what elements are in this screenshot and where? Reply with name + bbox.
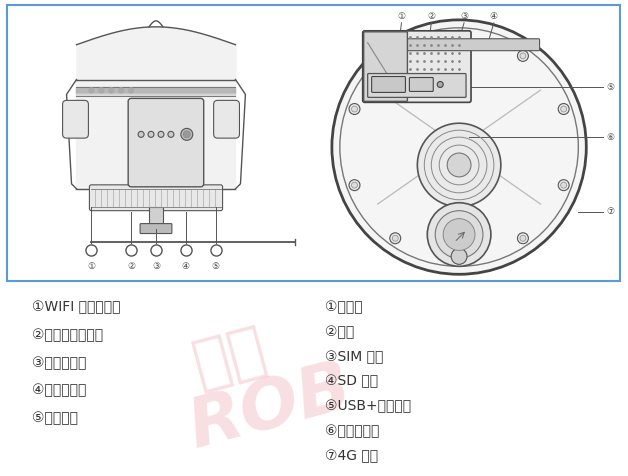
Circle shape (99, 88, 104, 93)
Text: ⑥: ⑥ (606, 133, 614, 142)
Text: ⑤: ⑤ (212, 262, 220, 271)
Circle shape (119, 88, 124, 93)
Circle shape (437, 81, 443, 88)
Circle shape (148, 131, 154, 138)
FancyBboxPatch shape (63, 100, 89, 138)
Text: ①WIFI 连接指示灯: ①WIFI 连接指示灯 (32, 300, 121, 314)
Text: ②定位状态指示灯: ②定位状态指示灯 (32, 328, 103, 342)
Text: ⑥系统复位孔: ⑥系统复位孔 (325, 424, 379, 438)
Circle shape (456, 256, 462, 261)
Circle shape (558, 104, 569, 114)
Text: ①防水帽: ①防水帽 (325, 300, 362, 314)
Text: ⑤电源开关: ⑤电源开关 (32, 411, 78, 426)
Text: ③: ③ (152, 262, 160, 271)
FancyBboxPatch shape (214, 100, 239, 138)
FancyBboxPatch shape (128, 99, 203, 187)
Circle shape (349, 104, 360, 114)
Circle shape (109, 88, 114, 93)
Circle shape (332, 20, 587, 274)
FancyBboxPatch shape (364, 32, 408, 101)
Text: ⑤: ⑤ (606, 83, 614, 92)
Bar (149, 207, 163, 225)
Circle shape (451, 248, 467, 264)
Text: ①: ① (87, 262, 95, 271)
Circle shape (418, 123, 501, 207)
Circle shape (427, 203, 491, 267)
Circle shape (129, 88, 134, 93)
Circle shape (390, 50, 401, 61)
Text: ②喭叭: ②喭叭 (325, 325, 354, 339)
Circle shape (520, 53, 526, 59)
FancyBboxPatch shape (379, 39, 539, 50)
Text: ⑦: ⑦ (606, 207, 614, 216)
Circle shape (89, 88, 94, 93)
Text: ⑦4G 天线: ⑦4G 天线 (325, 449, 378, 463)
Text: ④电量指示灯: ④电量指示灯 (32, 384, 86, 397)
FancyBboxPatch shape (367, 73, 466, 98)
Circle shape (520, 235, 526, 241)
Circle shape (138, 131, 144, 138)
Circle shape (340, 28, 578, 267)
Circle shape (447, 153, 471, 177)
Text: ①: ① (398, 12, 406, 21)
Circle shape (183, 131, 190, 138)
Circle shape (435, 211, 483, 258)
Circle shape (517, 233, 528, 244)
Circle shape (443, 218, 475, 250)
Circle shape (561, 106, 566, 112)
Circle shape (352, 106, 357, 112)
Text: ROB: ROB (181, 354, 359, 461)
Circle shape (517, 50, 528, 61)
Circle shape (392, 235, 398, 241)
Circle shape (168, 131, 174, 138)
Text: ③SIM 卡槽: ③SIM 卡槽 (325, 350, 383, 364)
Text: ③网络指示灯: ③网络指示灯 (32, 356, 86, 370)
FancyBboxPatch shape (372, 77, 406, 92)
Text: ④SD 卡槽: ④SD 卡槽 (325, 375, 378, 388)
FancyBboxPatch shape (89, 185, 222, 211)
Text: ④: ④ (181, 262, 190, 271)
Polygon shape (77, 79, 236, 189)
FancyBboxPatch shape (409, 78, 433, 91)
Circle shape (181, 129, 193, 140)
Circle shape (392, 53, 398, 59)
FancyBboxPatch shape (140, 224, 172, 234)
Circle shape (390, 233, 401, 244)
Text: ⑤USB+充电接口: ⑤USB+充电接口 (325, 399, 411, 414)
Circle shape (453, 30, 465, 41)
Circle shape (561, 182, 566, 188)
Circle shape (352, 182, 357, 188)
Circle shape (349, 179, 360, 190)
Text: ②: ② (427, 12, 435, 21)
Text: ④: ④ (490, 12, 498, 21)
Text: ②: ② (127, 262, 135, 271)
Text: ③: ③ (460, 12, 468, 21)
Circle shape (453, 253, 465, 264)
FancyBboxPatch shape (363, 31, 471, 102)
Bar (7, 5, 620, 281)
Text: 飛馬: 飛馬 (188, 320, 274, 396)
Circle shape (558, 179, 569, 190)
Circle shape (456, 33, 462, 39)
Circle shape (158, 131, 164, 138)
